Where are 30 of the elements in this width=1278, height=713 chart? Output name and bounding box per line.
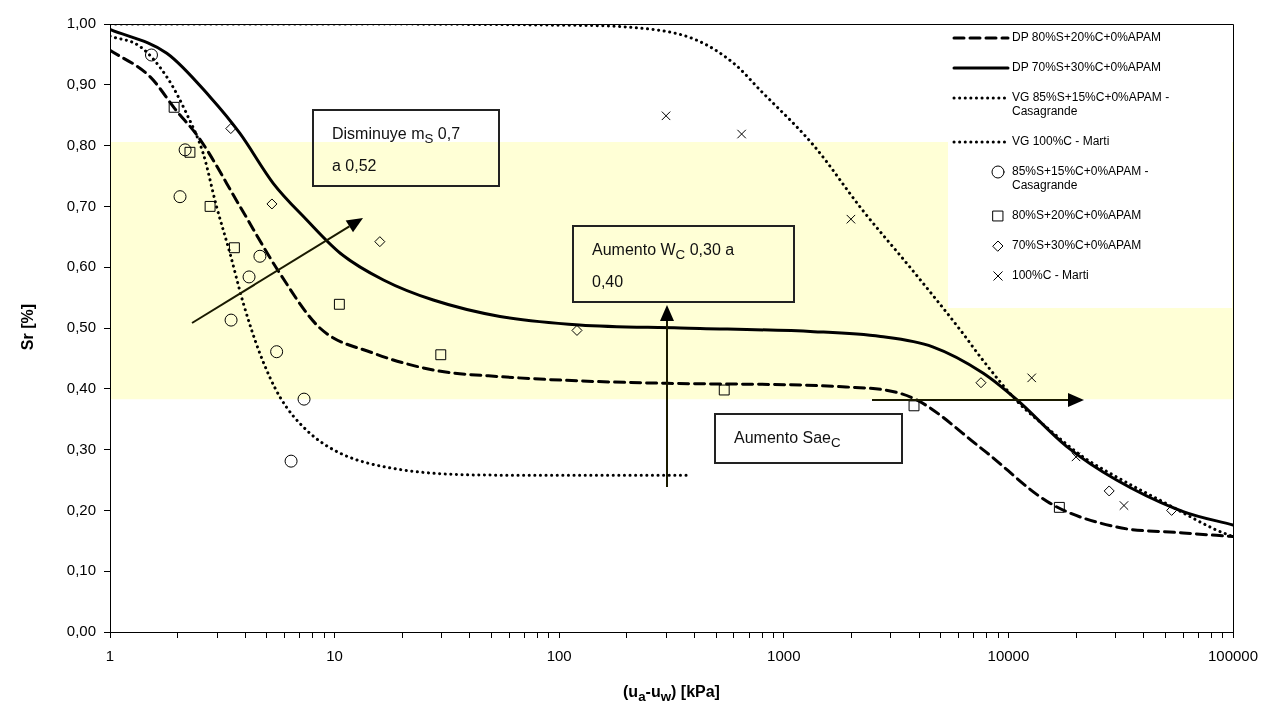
- y-tick-label: 0,00: [66, 622, 96, 640]
- x-tick-label: 10000: [987, 647, 1030, 665]
- y-tick-label: 0,80: [66, 135, 96, 153]
- legend-label: 100%C - Marti: [1012, 268, 1089, 283]
- y-tick-label: 0,50: [66, 318, 96, 336]
- y-tick-label: 0,20: [66, 500, 96, 518]
- y-tick-label: 1,00: [66, 14, 96, 32]
- x-tick-label: 1000: [767, 647, 801, 665]
- y-tick-label: 0,30: [66, 439, 96, 457]
- y-tick-label: 0,10: [66, 561, 96, 579]
- y-tick-label: 0,40: [66, 378, 96, 396]
- y-tick-label: 0,60: [66, 257, 96, 275]
- legend-label: VG 85%S+15%C+0%APAM - Casagrande: [1012, 90, 1170, 119]
- legend-label: VG 100%C - Marti: [1012, 134, 1110, 149]
- y-tick-label: 0,70: [66, 196, 96, 214]
- annotation: Aumento Sae$_{C}$: [714, 413, 903, 465]
- legend-label: 85%S+15%C+0%APAM - Casagrande: [1012, 164, 1149, 193]
- legend-label: 80%S+20%C+0%APAM: [1012, 208, 1142, 223]
- legend-label: 70%S+30%C+0%APAM: [1012, 238, 1142, 253]
- x-tick-label: 10: [326, 647, 343, 665]
- text: Disminuye m$_{S}$ 0,7 a 0,52: [332, 125, 461, 175]
- y-tick-label: 0,90: [66, 74, 96, 92]
- legend-label: DP 80%S+20%C+0%APAM: [1012, 30, 1161, 45]
- text: Aumento W$_{C}$ 0,30 a 0,40: [592, 241, 735, 291]
- y-axis-title: Sr [%]: [19, 302, 37, 353]
- x-tick-label: 100000: [1207, 647, 1259, 665]
- x-tick-label: 1: [105, 647, 115, 665]
- legend-label: DP 70%S+30%C+0%APAM: [1012, 60, 1161, 75]
- x-axis-title: (u$_{a}$-u$_{w}$) [kPa]: [622, 683, 721, 705]
- x-tick-label: 100: [546, 647, 572, 665]
